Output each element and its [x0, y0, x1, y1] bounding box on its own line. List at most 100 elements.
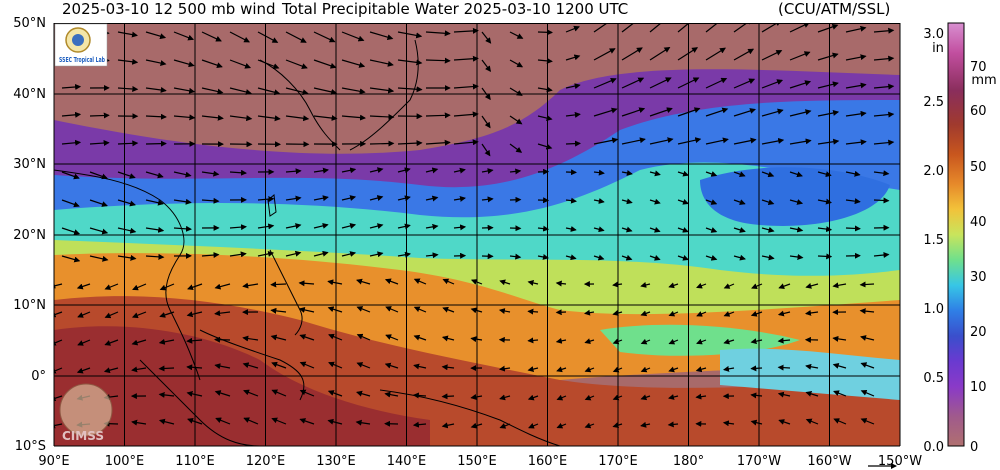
wind-arrow	[705, 227, 718, 233]
wind-arrow	[470, 307, 483, 314]
wind-arrow	[565, 83, 581, 90]
wind-arrow	[555, 309, 567, 316]
wind-arrow	[242, 335, 259, 342]
wind-arrow	[649, 198, 661, 205]
wind-arrow	[695, 393, 707, 400]
wind-arrow	[270, 281, 287, 288]
wind-arrow	[612, 422, 623, 429]
wind-arrow	[833, 418, 847, 425]
in-tick: 0.0	[923, 440, 944, 455]
wind-arrow	[341, 87, 366, 95]
wind-arrow	[61, 83, 82, 90]
wind-vectors	[54, 23, 895, 429]
wind-arrow	[441, 335, 455, 342]
wind-arrow	[612, 281, 623, 288]
wind-arrow	[761, 254, 775, 261]
colorbar-unit-mm: mm	[971, 73, 996, 88]
wind-arrow	[159, 311, 175, 318]
wind-label: 2025-03-10 12 500 mb wind	[62, 0, 276, 18]
wind-arrow	[186, 364, 203, 371]
wind-arrow	[556, 394, 567, 401]
lat-label: 30°N	[13, 157, 46, 172]
wind-arrow	[817, 110, 840, 117]
wind-arrow	[117, 199, 136, 207]
wind-arrow	[817, 198, 832, 205]
wind-arrow	[537, 254, 549, 260]
wind-arrow	[612, 338, 623, 345]
wind-arrow	[413, 334, 427, 341]
wind-arrow	[621, 107, 646, 117]
wind-arrow	[313, 115, 338, 122]
wind-arrow	[649, 254, 661, 261]
wind-arrow	[733, 137, 757, 145]
wind-arrow	[327, 279, 343, 286]
wind-arrow	[355, 419, 371, 426]
wind-arrow	[341, 195, 357, 201]
mm-tick: 30	[970, 270, 987, 285]
wind-arrow	[425, 167, 439, 174]
wind-arrow	[873, 252, 890, 258]
wind-arrow	[612, 366, 623, 373]
wind-arrow	[593, 23, 615, 33]
wind-arrow	[89, 255, 109, 262]
wind-arrow	[845, 139, 867, 146]
wind-arrow	[341, 223, 357, 229]
wind-arrow	[733, 171, 746, 178]
wind-arrow	[481, 31, 492, 44]
wind-arrow	[201, 252, 220, 259]
wind-arrow	[860, 418, 875, 425]
wind-arrow	[89, 171, 108, 180]
japan-coast	[349, 39, 419, 151]
cimss-text: CIMSS	[62, 429, 104, 443]
wind-arrow	[555, 280, 567, 287]
lon-label: 150°W	[878, 454, 922, 469]
wind-arrow	[131, 339, 147, 346]
wind-arrow	[413, 306, 427, 313]
wind-arrow	[817, 24, 839, 33]
wind-arrow	[527, 394, 539, 401]
wind-arrow	[425, 252, 439, 259]
wind-arrow	[425, 30, 451, 37]
wind-arrow	[621, 254, 633, 261]
wind-arrow	[327, 418, 343, 425]
wind-arrow	[441, 364, 455, 371]
wind-arrow	[723, 365, 735, 372]
wind-arrow	[173, 171, 192, 178]
wind-arrow	[313, 59, 337, 69]
wind-arrow	[54, 339, 63, 346]
wind-arrow	[789, 199, 804, 205]
wind-arrow	[470, 394, 483, 400]
wind-arrow	[873, 83, 895, 90]
wind-arrow	[187, 283, 203, 291]
wind-arrow	[845, 54, 867, 61]
wind-arrow	[621, 198, 633, 205]
colorbar-mm-ticks: 70 60 50 40 30 20 10 0	[970, 60, 987, 455]
wind-arrow	[470, 422, 483, 429]
wind-arrow	[733, 108, 756, 117]
colorbar-unit-in: in	[932, 41, 944, 56]
wind-arrow	[733, 199, 746, 205]
wind-arrow	[229, 115, 253, 122]
wind-arrow	[453, 111, 479, 118]
wind-arrow	[789, 109, 812, 117]
wind-arrow	[214, 363, 231, 370]
wind-arrow	[750, 419, 763, 426]
wind-arrow	[89, 227, 109, 235]
wind-arrow	[537, 29, 553, 36]
wind-arrow	[621, 226, 633, 233]
wind-arrow	[385, 334, 399, 341]
wind-arrow	[556, 366, 567, 373]
wind-arrow	[356, 278, 371, 285]
cimss-globe-icon	[59, 383, 113, 437]
wind-arrow	[845, 198, 861, 205]
wind-arrow	[201, 114, 224, 121]
wind-arrow	[805, 282, 819, 289]
wind-arrow	[593, 169, 605, 176]
wind-arrow	[723, 338, 735, 345]
wind-arrow	[117, 85, 139, 92]
wind-arrow	[705, 254, 718, 261]
wind-arrow	[243, 417, 259, 425]
lon-label: 180°	[673, 454, 704, 469]
graticule	[53, 23, 901, 447]
